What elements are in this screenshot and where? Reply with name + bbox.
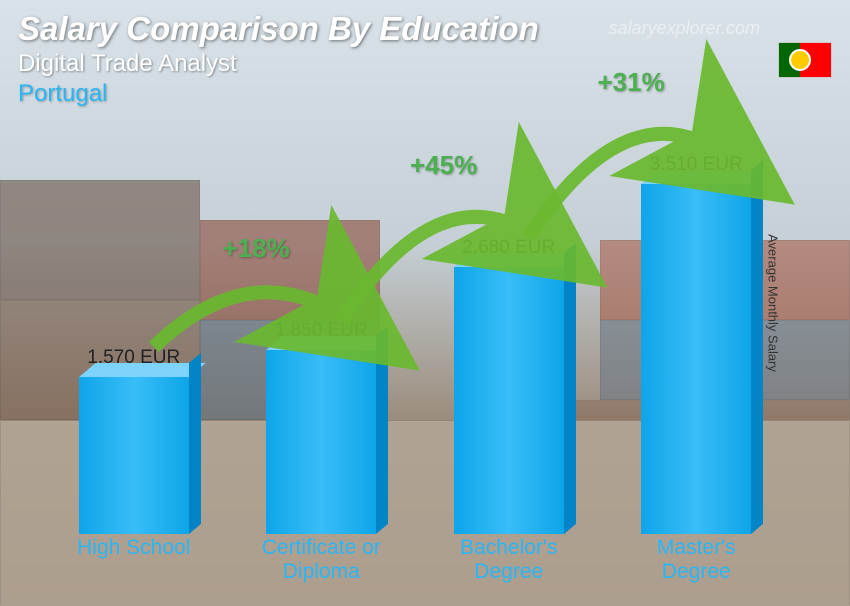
watermark-text: salaryexplorer.com bbox=[609, 18, 760, 39]
x-axis-label: Certificate orDiploma bbox=[231, 536, 411, 584]
chart-area: 1,570 EUR 1,850 EUR 2,680 EUR 3,510 EUR … bbox=[40, 84, 790, 584]
x-axis-labels: High SchoolCertificate orDiplomaBachelor… bbox=[40, 536, 790, 584]
x-axis-label: Master'sDegree bbox=[606, 536, 786, 584]
increase-label: +31% bbox=[598, 67, 665, 98]
chart-subtitle: Digital Trade Analyst bbox=[18, 50, 832, 78]
x-axis-label: High School bbox=[44, 536, 224, 584]
increase-label: +45% bbox=[410, 150, 477, 181]
x-axis-label: Bachelor'sDegree bbox=[419, 536, 599, 584]
increase-label: +18% bbox=[223, 233, 290, 264]
portugal-flag-icon bbox=[778, 42, 832, 78]
